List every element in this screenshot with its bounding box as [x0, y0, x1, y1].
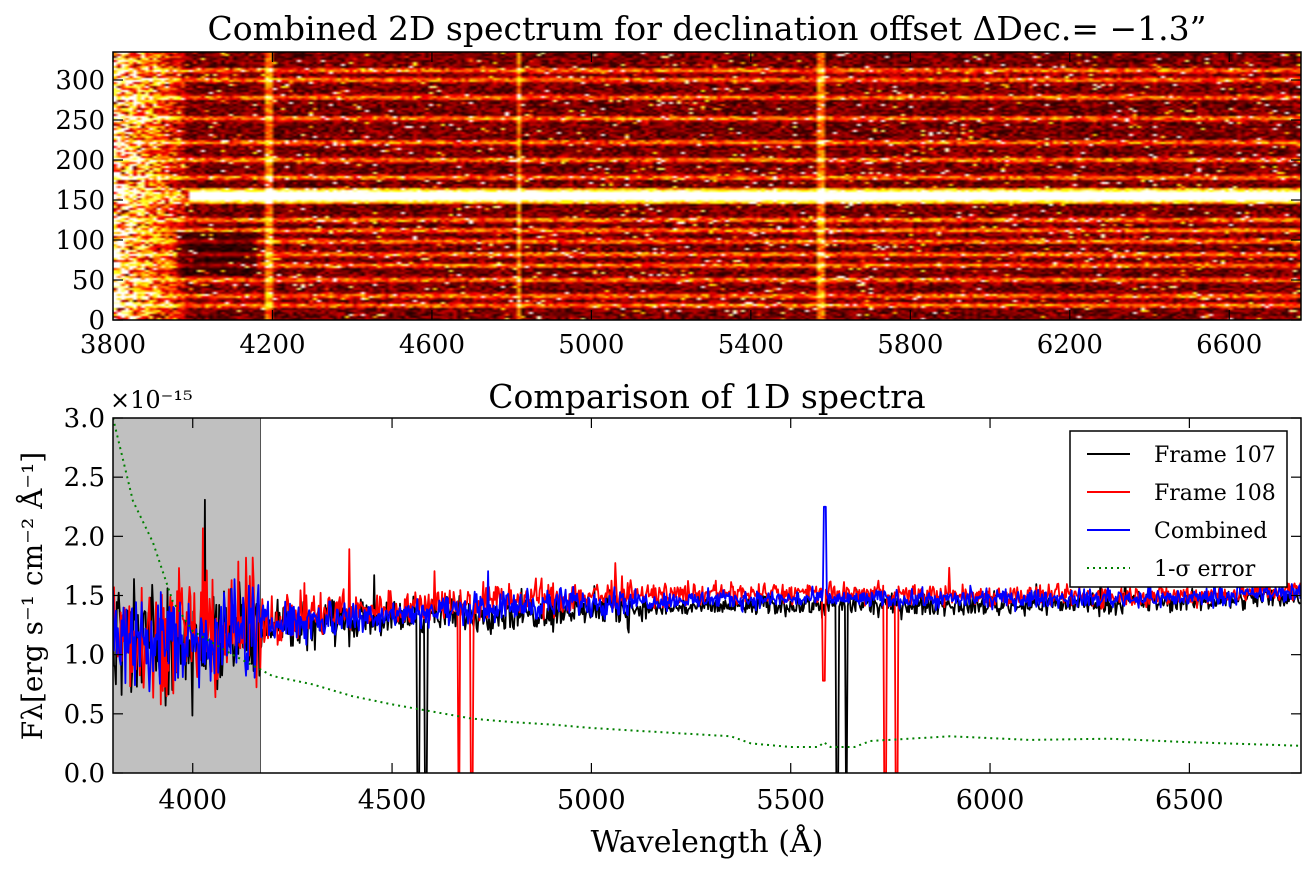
heatmap-frame [112, 51, 1302, 321]
x-tick-label: 4500 [358, 785, 427, 816]
legend-label: Combined [1154, 519, 1267, 544]
y-tick-label: 200 [55, 146, 105, 176]
y-axis-label: Fλ[erg s⁻¹ cm⁻² Å⁻¹] [16, 452, 49, 740]
y-tick-label: 150 [55, 186, 105, 216]
x-tick-label: 5800 [877, 330, 943, 360]
x-tick-label: 6600 [1196, 330, 1262, 360]
x-tick-label: 6500 [1155, 785, 1224, 816]
y-tick-label: 0.5 [64, 700, 105, 730]
heatmap-image [113, 52, 1301, 320]
x-tick-label: 5000 [557, 785, 626, 816]
y-tick-label: 250 [55, 106, 105, 136]
y-tick-label: 1.5 [64, 582, 105, 612]
line-axes: 4000 4500 5000 5500 6000 6500 0.0 0.5 1.0 1.5 2.0 2… [64, 404, 1301, 816]
plot-area [113, 418, 1301, 773]
x-tick-label: 5400 [718, 330, 784, 360]
legend-label: 1-σ error [1154, 557, 1256, 582]
legend-box [1069, 430, 1288, 588]
chart-title-1d: Comparison of 1D spectra [488, 377, 925, 416]
y-tick-label: 1.0 [64, 641, 105, 671]
spectrum-1d-panel: Comparison of 1D spectra ×10⁻¹⁵ 4000 4500… [16, 377, 1302, 860]
legend: Frame 107 Frame 108 Combined 1-σ error [1069, 430, 1288, 588]
x-tick-label: 6000 [956, 785, 1025, 816]
y-tick-label: 300 [55, 66, 105, 96]
x-axis-label: Wavelength (Å) [591, 824, 824, 860]
x-tick-label: 5500 [756, 785, 825, 816]
series-line [113, 505, 1301, 693]
y-tick-label: 0 [88, 306, 105, 336]
y-tick-label: 3.0 [64, 404, 105, 434]
heatmap-pixels [113, 52, 1301, 320]
spectrum-2d-panel: Combined 2D spectrum for declination off… [55, 9, 1302, 360]
x-tick-label: 5000 [558, 330, 624, 360]
y-tick-label: 2.0 [64, 522, 105, 552]
legend-label: Frame 108 [1154, 481, 1276, 506]
x-tick-label: 4200 [239, 330, 305, 360]
series-line [113, 527, 1301, 773]
heatmap-axes: 3800 4200 4600 5000 5400 5800 6200 6600 0 50 100 15… [55, 52, 1301, 360]
y-tick-label: 100 [55, 226, 105, 256]
chart-title-2d: Combined 2D spectrum for declination off… [208, 9, 1207, 48]
y-tick-label: 0.0 [64, 759, 105, 789]
x-tick-label: 3800 [80, 330, 146, 360]
x-tick-label: 4000 [158, 785, 227, 816]
y-tick-label: 2.5 [64, 463, 105, 493]
legend-label: Frame 107 [1154, 443, 1276, 468]
y-tick-label: 50 [72, 266, 105, 296]
y-multiplier: ×10⁻¹⁵ [110, 386, 193, 414]
x-tick-label: 6200 [1037, 330, 1103, 360]
x-tick-label: 4600 [399, 330, 465, 360]
